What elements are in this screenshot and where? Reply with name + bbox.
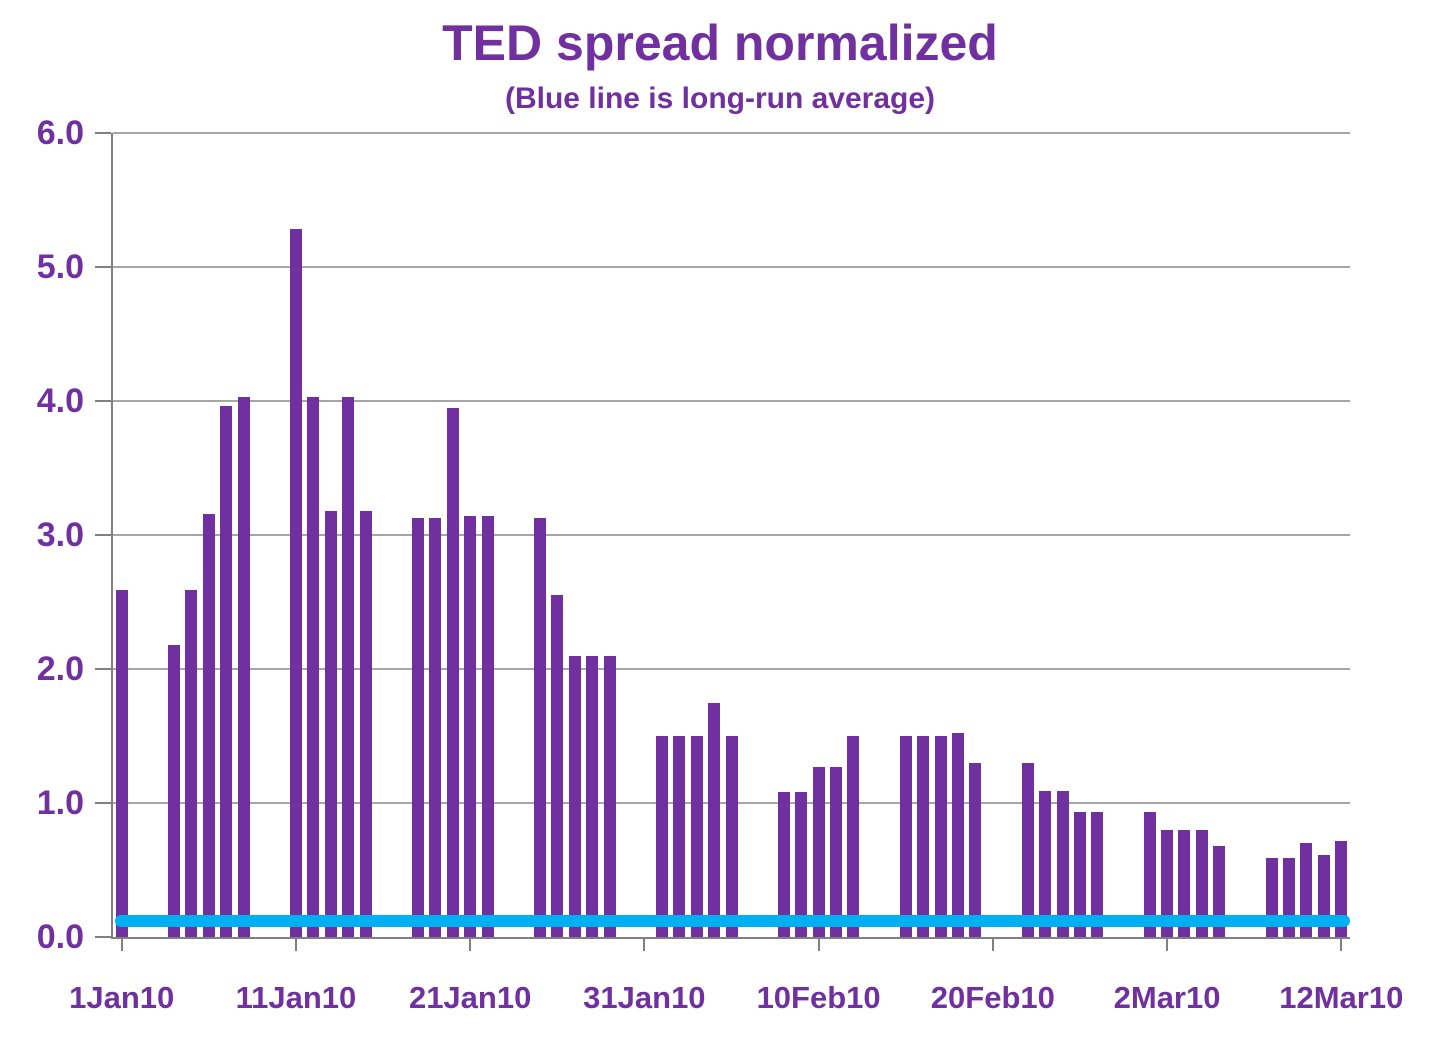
y-axis-tick xyxy=(95,132,111,134)
bar xyxy=(1195,829,1208,937)
x-axis-tick xyxy=(1340,939,1343,951)
x-axis-tick xyxy=(817,939,820,951)
bar xyxy=(1056,790,1069,937)
bar xyxy=(1039,790,1052,937)
y-axis-tick xyxy=(95,400,111,402)
bar xyxy=(237,396,250,937)
bar xyxy=(1143,812,1156,937)
bar xyxy=(185,589,198,937)
gridline xyxy=(113,534,1350,536)
x-axis-label: 11Jan10 xyxy=(235,980,357,1015)
bar xyxy=(220,406,233,937)
y-axis-label: 1.0 xyxy=(36,784,84,822)
gridline xyxy=(113,266,1350,268)
y-axis-label: 6.0 xyxy=(36,114,84,152)
bar xyxy=(533,517,546,937)
x-axis-label: 10Feb10 xyxy=(756,980,881,1015)
bar xyxy=(603,655,616,937)
average-line xyxy=(115,914,1350,927)
bar xyxy=(411,517,424,937)
y-axis-tick xyxy=(95,802,111,804)
bar xyxy=(777,792,790,937)
chart-title: TED spread normalized xyxy=(442,15,998,71)
bar xyxy=(725,736,738,937)
bar xyxy=(1021,762,1034,937)
x-axis-tick xyxy=(643,939,646,951)
bar xyxy=(847,736,860,937)
bar xyxy=(1335,840,1348,937)
bar xyxy=(342,396,355,937)
bar xyxy=(289,229,302,937)
y-axis-tick xyxy=(95,534,111,536)
bar xyxy=(1161,829,1174,937)
bar xyxy=(917,736,930,937)
x-axis-tick xyxy=(991,939,994,951)
y-axis-label: 5.0 xyxy=(36,248,84,286)
bar xyxy=(1178,829,1191,937)
gridline xyxy=(113,400,1350,402)
y-axis-label: 3.0 xyxy=(36,516,84,554)
bar xyxy=(830,766,843,937)
x-axis-label: 31Jan10 xyxy=(583,980,706,1015)
x-axis-tick xyxy=(1166,939,1169,951)
bar xyxy=(690,736,703,937)
x-axis-label: 20Feb10 xyxy=(930,980,1055,1015)
bar xyxy=(446,407,459,937)
y-axis-line xyxy=(111,133,113,939)
bar xyxy=(586,655,599,937)
y-axis-label: 4.0 xyxy=(36,382,84,420)
bar xyxy=(673,736,686,937)
x-axis-line xyxy=(111,937,1350,939)
bar xyxy=(1300,843,1313,937)
x-axis-label: 12Mar10 xyxy=(1279,980,1404,1015)
bar xyxy=(969,762,982,937)
y-axis-tick xyxy=(95,668,111,670)
y-axis-label: 2.0 xyxy=(36,650,84,688)
x-axis-label: 1Jan10 xyxy=(69,980,175,1015)
bar xyxy=(1091,812,1104,937)
bar xyxy=(115,589,128,937)
x-axis-tick xyxy=(120,939,123,951)
y-axis-tick xyxy=(95,936,111,938)
bar xyxy=(812,766,825,937)
gridline xyxy=(113,668,1350,670)
bar xyxy=(708,702,721,937)
bar xyxy=(795,792,808,937)
bar xyxy=(324,510,337,937)
chart-subtitle: (Blue line is long-run average) xyxy=(504,82,936,115)
gridline xyxy=(113,132,1350,134)
x-axis-tick xyxy=(294,939,297,951)
x-axis-tick xyxy=(469,939,472,951)
bar xyxy=(951,733,964,937)
bar xyxy=(359,510,372,937)
bar xyxy=(934,736,947,937)
x-axis-label: 2Mar10 xyxy=(1113,980,1221,1015)
bar xyxy=(568,655,581,937)
y-axis-label: 0.0 xyxy=(36,918,84,956)
bar xyxy=(899,736,912,937)
bar xyxy=(307,396,320,937)
bar xyxy=(551,595,564,937)
bar xyxy=(1073,812,1086,937)
bar xyxy=(167,644,180,937)
bar xyxy=(202,513,215,937)
x-axis-label: 21Jan10 xyxy=(408,980,532,1015)
bar xyxy=(1213,845,1226,937)
bar xyxy=(464,516,477,937)
bar xyxy=(481,516,494,937)
bar xyxy=(655,736,668,937)
bar xyxy=(429,517,442,937)
y-axis-tick xyxy=(95,266,111,268)
